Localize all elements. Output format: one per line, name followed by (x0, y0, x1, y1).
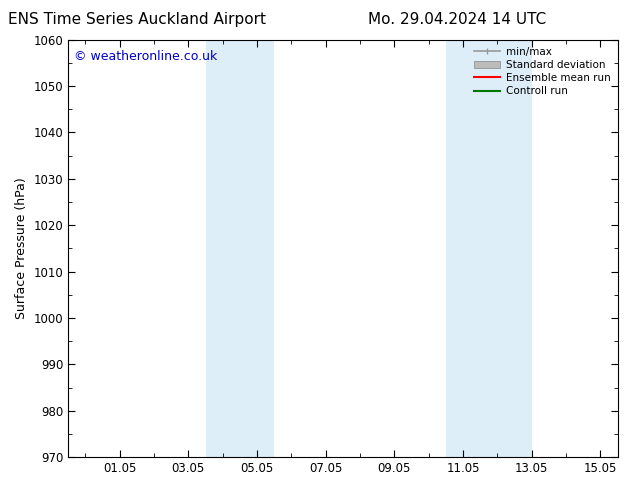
Bar (446, 40, 532, 457)
Text: Mo. 29.04.2024 14 UTC: Mo. 29.04.2024 14 UTC (368, 12, 546, 27)
Text: © weatheronline.co.uk: © weatheronline.co.uk (74, 50, 217, 63)
Y-axis label: Surface Pressure (hPa): Surface Pressure (hPa) (15, 177, 28, 319)
Text: ENS Time Series Auckland Airport: ENS Time Series Auckland Airport (8, 12, 266, 27)
Bar (205, 40, 275, 457)
Legend: min/max, Standard deviation, Ensemble mean run, Controll run: min/max, Standard deviation, Ensemble me… (470, 43, 614, 100)
